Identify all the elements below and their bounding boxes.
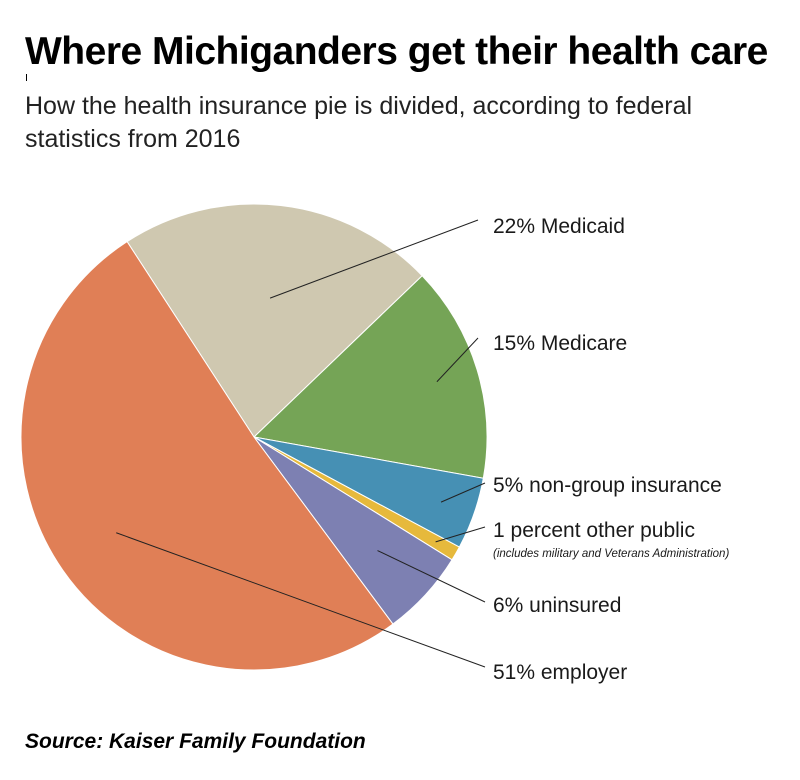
chart-subtitle: How the health insurance pie is divided,… [25,92,693,153]
slice-label-non-group-insurance: 5% non-group insurance [493,474,722,497]
leader-line-uninsured [377,550,486,603]
leader-line-medicaid [269,219,479,299]
leader-line-other-public [435,526,486,543]
slice-employer [20,240,394,671]
slice-label-other-public: 1 percent other public [493,519,695,542]
pie-slices [20,203,488,671]
title-tick-mark [26,74,27,81]
slice-label-uninsured: 6% uninsured [493,594,621,617]
slice-labels: 22% Medicaid 15% Medicare 5% non-group ins… [493,215,729,684]
leader-lines [116,219,486,668]
leader-line-employer [116,532,486,668]
slice-label-employer: 51% employer [493,661,627,684]
slice-note-other-public: (includes military and Veterans Administ… [493,548,729,560]
leader-line-non-group-insurance [440,482,486,503]
source-note: Source: Kaiser Family Foundation [25,730,366,753]
leader-line-medicare [436,337,479,383]
slice-label-medicaid: 22% Medicaid [493,215,625,238]
slice-medicare [252,275,488,479]
slice-label-medicare: 15% Medicare [493,332,627,355]
chart-title: Where Michiganders get their health care [25,30,768,73]
